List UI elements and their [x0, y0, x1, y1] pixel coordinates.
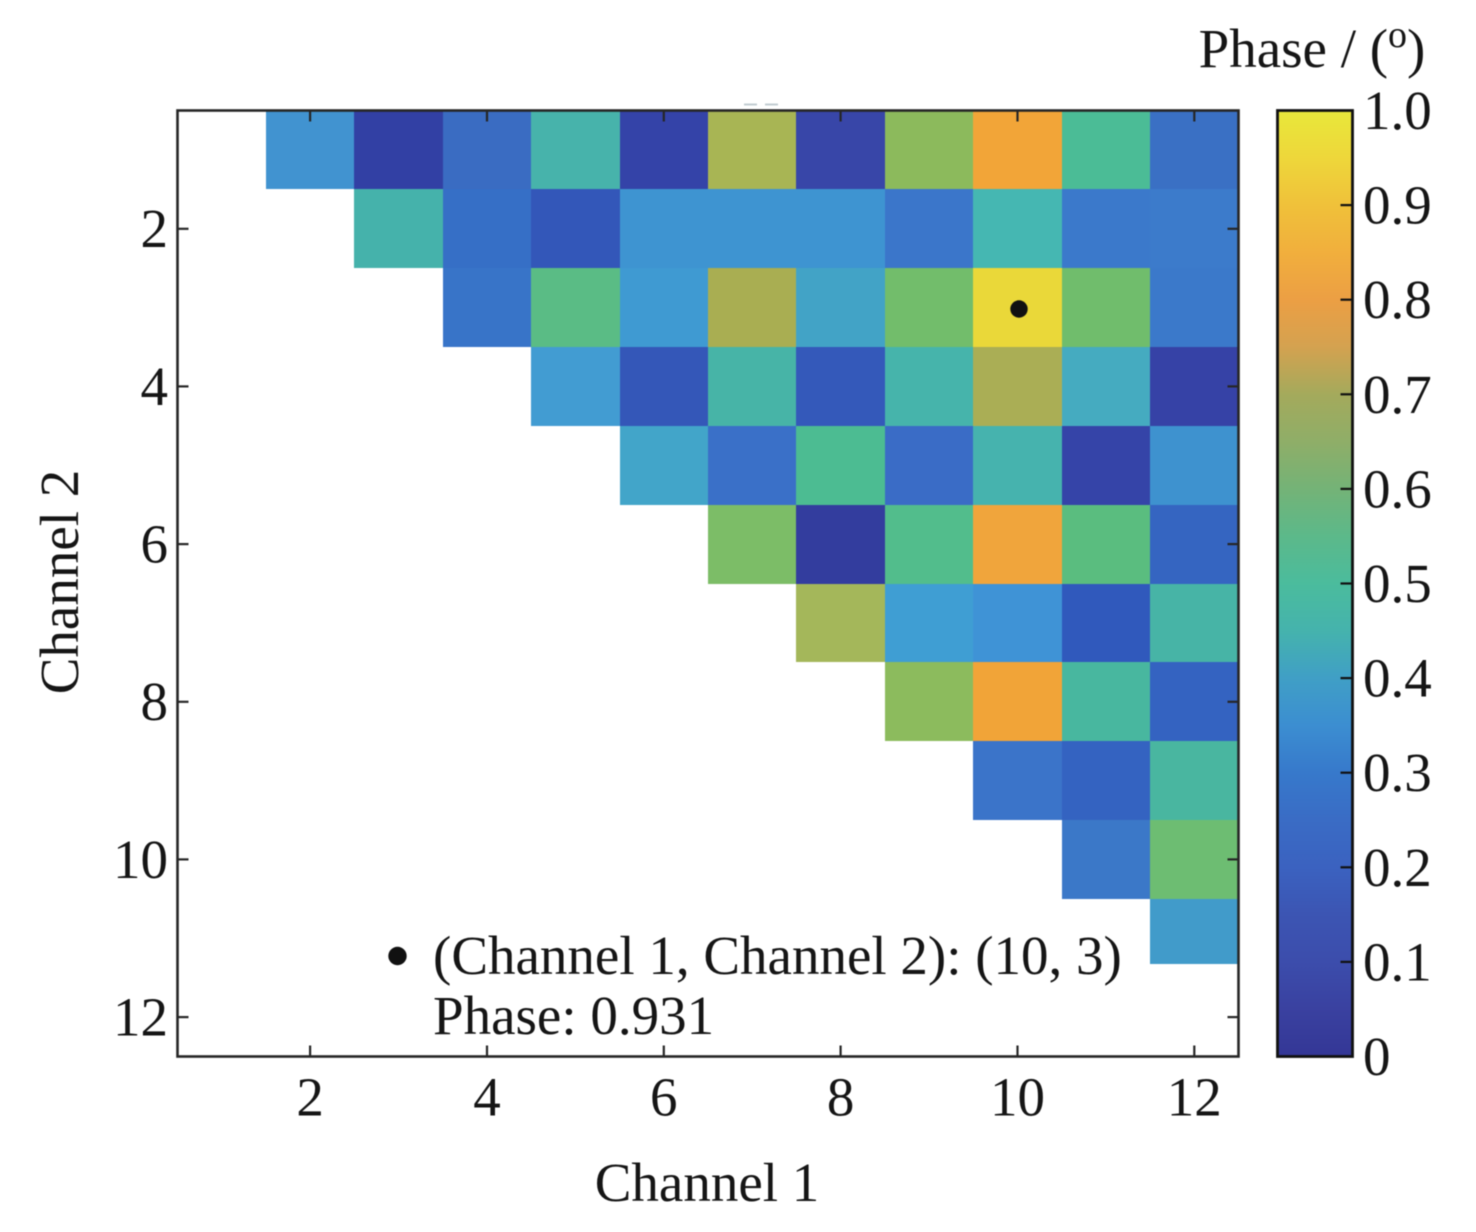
svg-text:0.1: 0.1 [1363, 931, 1432, 992]
svg-text:4: 4 [473, 1067, 501, 1128]
svg-text:0.3: 0.3 [1363, 742, 1432, 803]
svg-text:4: 4 [141, 356, 169, 417]
svg-text:8: 8 [141, 671, 169, 732]
svg-text:10: 10 [990, 1067, 1045, 1128]
svg-text:0.5: 0.5 [1363, 553, 1432, 614]
svg-text:0.6: 0.6 [1363, 458, 1432, 519]
svg-text:12: 12 [113, 987, 168, 1048]
svg-text:2: 2 [141, 198, 169, 259]
svg-text:12: 12 [1167, 1067, 1222, 1128]
svg-text:0.4: 0.4 [1363, 648, 1432, 709]
svg-text:0: 0 [1363, 1026, 1391, 1087]
svg-text:0.2: 0.2 [1363, 837, 1432, 898]
svg-text:0.8: 0.8 [1363, 269, 1432, 330]
svg-text:2: 2 [296, 1067, 324, 1128]
svg-text:Phase: 0.931: Phase: 0.931 [433, 985, 714, 1046]
svg-text:8: 8 [827, 1067, 855, 1128]
svg-text:6: 6 [650, 1067, 678, 1128]
svg-text:0.9: 0.9 [1363, 175, 1432, 236]
svg-text:(Channel 1, Channel 2): (10, 3: (Channel 1, Channel 2): (10, 3) [433, 925, 1122, 986]
svg-text:6: 6 [141, 514, 169, 575]
svg-text:Phase / (o): Phase / (o) [1199, 14, 1426, 79]
svg-text:Channel 1: Channel 1 [595, 1152, 820, 1213]
svg-text:0.7: 0.7 [1363, 364, 1432, 425]
svg-text:10: 10 [113, 829, 168, 890]
svg-text:1.0: 1.0 [1363, 80, 1432, 141]
svg-text:Channel 2: Channel 2 [29, 470, 90, 695]
